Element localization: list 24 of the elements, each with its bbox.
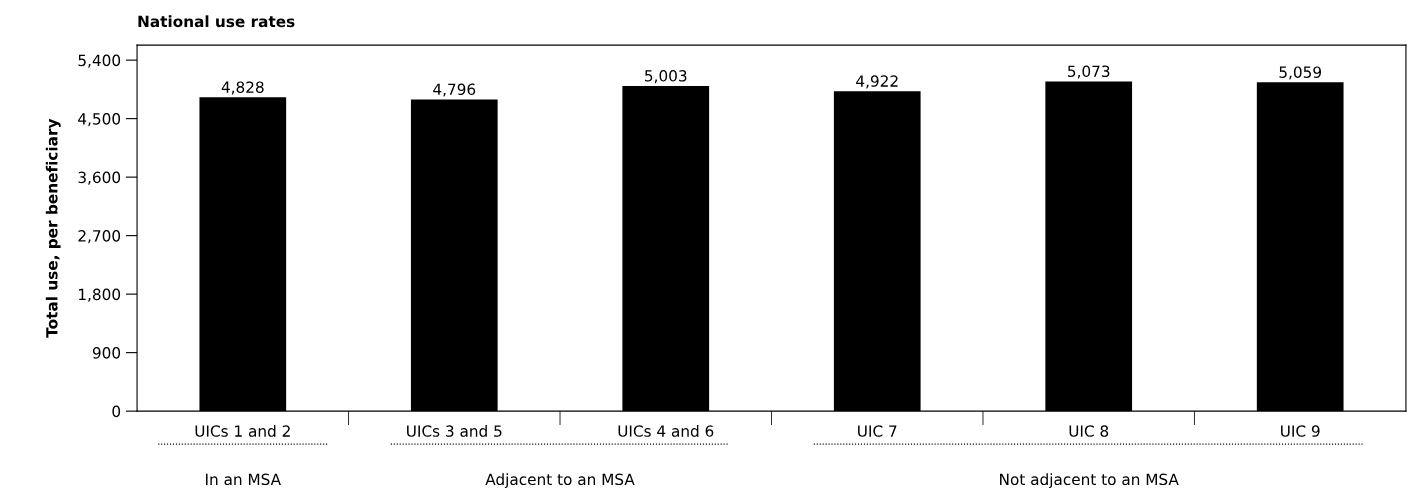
data-label: 4,796 <box>433 83 476 97</box>
y-tick-label: 3,600 <box>78 171 121 185</box>
text: Adjacent to an MSA <box>485 473 635 489</box>
y-tick-label: 900 <box>92 347 121 359</box>
data-label: 4,922 <box>856 75 898 89</box>
text: In an MSA <box>206 473 281 486</box>
y-tick-label: 4,500 <box>78 113 121 127</box>
x-tick-label: UICs 1 and 2 <box>195 425 290 437</box>
x-tick-label: UIC 7 <box>858 425 897 437</box>
x-tick-label: UICs 3 and 5 <box>407 425 502 437</box>
x-tick-label: UIC 8 <box>1069 425 1109 437</box>
y-tick-label: 0 <box>112 405 121 418</box>
data-label: 5,073 <box>1068 65 1110 79</box>
y-axis-title: Total use, per beneficiary <box>45 118 61 338</box>
x-tick-label: UIC 9 <box>1281 425 1320 437</box>
text: Not adjacent to an MSA <box>1000 473 1179 489</box>
y-tick-label: 5,400 <box>78 54 121 68</box>
data-label: 5,059 <box>1279 66 1321 80</box>
data-label: 4,828 <box>221 81 264 95</box>
data-label: 5,003 <box>645 70 687 84</box>
chart-title: National use rates <box>138 15 295 28</box>
x-tick-label: UICs 4 and 6 <box>618 425 714 437</box>
y-tick-label: 2,700 <box>78 230 121 244</box>
y-tick-label: 1,800 <box>79 288 121 302</box>
